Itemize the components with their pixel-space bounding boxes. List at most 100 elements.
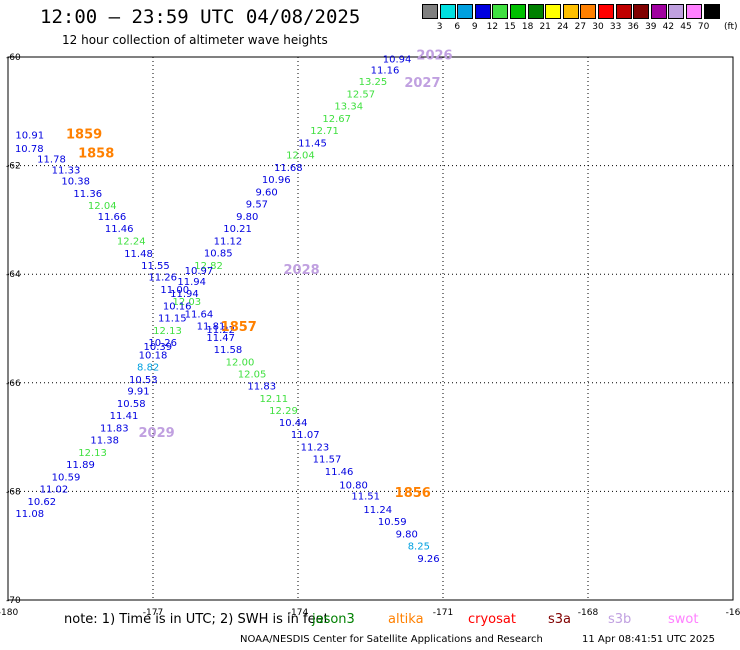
- wave-height-label: 11.58: [214, 345, 243, 356]
- wave-height-label: 11.81: [197, 322, 226, 333]
- wave-height-label: 11.22: [206, 325, 235, 336]
- colorbar-label: 15: [504, 22, 516, 32]
- colorbar-swatch: [545, 4, 562, 19]
- time-labels: 1859 1858 1857 1856 2026 2027 2028 2029: [66, 49, 453, 501]
- wave-height-label: 10.18: [139, 350, 168, 361]
- legend-item-jason3: jason3: [312, 612, 355, 627]
- y-tick-label: -70: [6, 596, 21, 606]
- colorbar-label: 70: [697, 22, 710, 32]
- colorbar-label: 3: [436, 22, 443, 32]
- wave-height-label: 12.00: [226, 357, 255, 368]
- wave-height-label: 11.23: [301, 443, 330, 454]
- wave-height-label: 10.62: [28, 497, 57, 508]
- wave-height-label: 12.04: [286, 151, 315, 162]
- wave-height-label: 11.41: [110, 411, 139, 422]
- colorbar-label: 33: [609, 22, 622, 32]
- colorbar-label: 21: [539, 22, 551, 32]
- legend-item-altika: altika: [388, 612, 424, 627]
- wave-height-label: 12.67: [322, 114, 351, 125]
- colorbar-label: 36: [627, 22, 639, 32]
- wave-height-label: 11.07: [291, 430, 320, 441]
- colorbar-label: 18: [521, 22, 534, 32]
- x-tick-label: -174: [288, 608, 309, 618]
- colorbar-swatch: [562, 4, 579, 19]
- wave-height-label: 11.57: [313, 455, 342, 466]
- colorbar-label: 39: [645, 22, 657, 32]
- wave-height-label: 11.68: [274, 163, 303, 174]
- colorbar-swatch: [527, 4, 544, 19]
- wave-height-label: 13.25: [359, 77, 388, 88]
- wave-height-label: 13.34: [334, 102, 363, 113]
- x-tick-label: -177: [143, 608, 163, 618]
- wave-height-label: 11.02: [40, 484, 69, 495]
- wave-height-label: 11.66: [98, 212, 127, 223]
- wave-height-label: 11.36: [73, 189, 102, 200]
- colorbar-label: 30: [592, 22, 604, 32]
- wave-height-label: 11.15: [158, 313, 187, 324]
- data-points: 10.9110.7811.7811.3310.3811.3612.0411.66…: [15, 54, 440, 565]
- colorbar-swatch: [439, 4, 456, 19]
- colorbar-swatch: [580, 4, 597, 19]
- colorbar-swatch: [668, 4, 685, 19]
- colorbar-swatch: [474, 4, 491, 19]
- wave-height-label: 11.94: [170, 289, 199, 300]
- colorbar-swatch: [633, 4, 650, 19]
- wave-height-label: 12.57: [347, 90, 376, 101]
- wave-height-label: 11.00: [160, 285, 189, 296]
- legend-item-s3b: s3b: [608, 612, 632, 627]
- wave-height-label: 11.38: [90, 436, 119, 447]
- colorbar-label: 45: [680, 22, 692, 32]
- colorbar-swatch: [703, 4, 720, 19]
- footer-note: note: 1) Time is in UTC; 2) SWH is in fe…: [64, 612, 329, 627]
- pass-time-label: 1858: [78, 146, 114, 161]
- colorbar-label: 24: [557, 22, 569, 32]
- wave-height-label: 11.24: [363, 505, 392, 516]
- wave-height-label: 10.38: [61, 177, 90, 188]
- colorbar-swatch: [598, 4, 614, 19]
- chart-title: 12:00 – 23:59 UTC 04/08/2025: [40, 6, 361, 28]
- legend-item-s3a: s3a: [548, 612, 572, 627]
- y-tick-label: -60: [6, 53, 21, 63]
- footer-timestamp: 11 Apr 08:41:51 UTC 2025: [582, 634, 715, 645]
- wave-height-label: 11.12: [214, 236, 243, 247]
- wave-height-label: 9.80: [236, 212, 258, 223]
- wave-height-label: 10.16: [163, 301, 192, 312]
- x-tick-label: -168: [578, 608, 599, 618]
- pass-time-label: 2026: [416, 49, 452, 64]
- wave-height-label: 11.33: [52, 166, 81, 177]
- y-tick-label: -62: [6, 162, 21, 172]
- wave-height-label: 10.59: [378, 517, 407, 528]
- wave-height-label: 11.51: [351, 492, 380, 503]
- wave-height-label: 10.96: [262, 175, 291, 186]
- wave-height-label: 11.16: [371, 65, 400, 76]
- colorbar-swatch: [422, 4, 438, 19]
- wave-height-label: 10.85: [204, 248, 233, 259]
- footer-credit: NOAA/NESDIS Center for Satellite Applica…: [240, 634, 543, 645]
- wave-height-label: 12.05: [238, 369, 267, 380]
- legend-item-cryosat: cryosat: [468, 612, 516, 627]
- wave-height-label: 11.46: [105, 224, 134, 235]
- colorbar-unit: (ft): [724, 22, 738, 32]
- wave-height-label: 11.83: [100, 424, 129, 435]
- pass-time-label: 2027: [404, 76, 440, 91]
- y-tick-label: -64: [6, 270, 21, 280]
- wave-height-label: 9.26: [417, 554, 439, 565]
- wave-height-label: 8.82: [137, 362, 159, 373]
- pass-time-label: 2028: [284, 263, 320, 278]
- wave-height-label: 12.13: [78, 448, 107, 459]
- wave-height-label: 11.64: [185, 310, 214, 321]
- colorbar-label: 12: [486, 22, 499, 32]
- wave-height-label: 10.78: [15, 144, 44, 155]
- wave-height-label: 11.26: [148, 273, 177, 284]
- chart-subtitle: 12 hour collection of altimeter wave hei…: [62, 33, 328, 47]
- wave-height-label: 9.91: [127, 387, 149, 398]
- wave-height-label: 10.94: [383, 54, 412, 65]
- colorbar-swatch: [510, 4, 526, 19]
- colorbar-label: 42: [662, 22, 675, 32]
- colorbar-label: 27: [574, 22, 587, 32]
- wave-height-label: 10.80: [339, 481, 368, 492]
- wave-height-label: 10.59: [52, 473, 81, 484]
- wave-height-label: 10.58: [117, 399, 146, 410]
- colorbar-swatch: [686, 4, 702, 19]
